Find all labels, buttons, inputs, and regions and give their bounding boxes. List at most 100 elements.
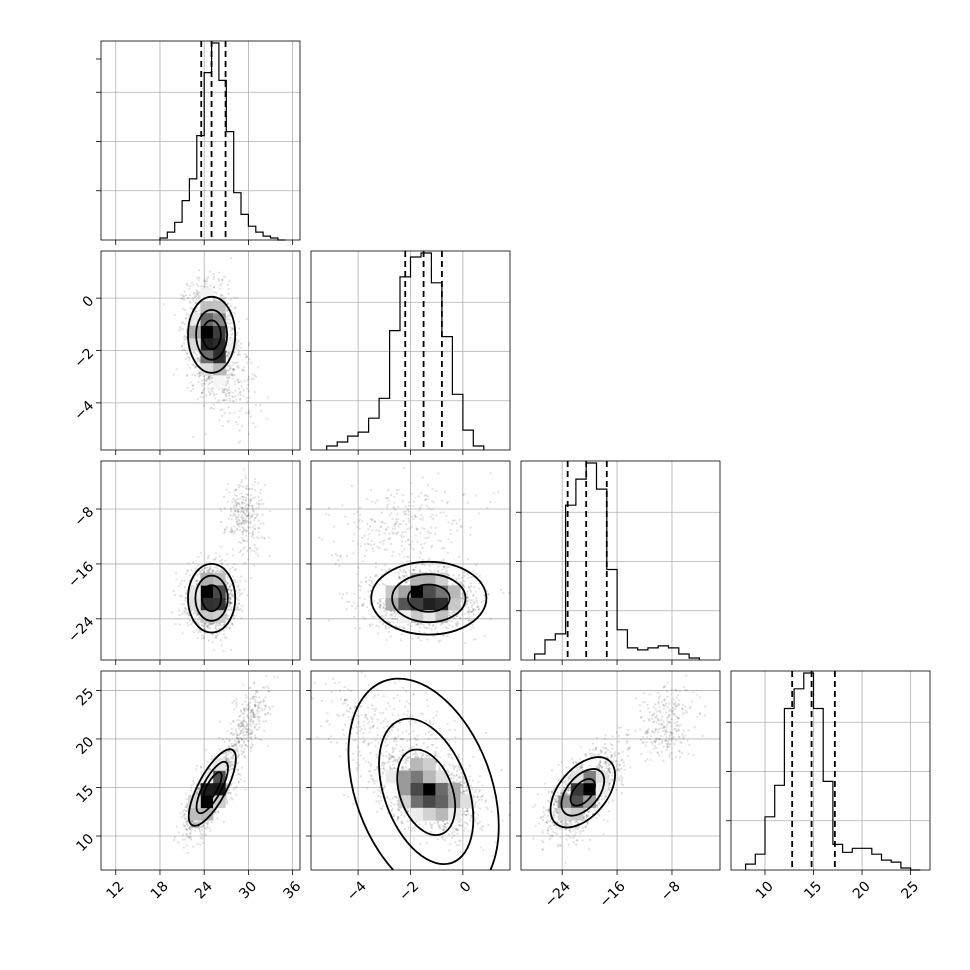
scatter-point bbox=[240, 380, 243, 383]
scatter-point bbox=[207, 554, 210, 558]
scatter-point bbox=[231, 327, 234, 330]
scatter-point bbox=[234, 306, 237, 309]
scatter-point bbox=[381, 623, 384, 626]
scatter-point bbox=[239, 528, 242, 532]
scatter-point bbox=[190, 569, 193, 572]
scatter-point bbox=[208, 622, 211, 625]
scatter-point bbox=[229, 367, 232, 370]
scatter-point bbox=[171, 611, 174, 614]
scatter-point bbox=[469, 628, 472, 631]
scatter-point bbox=[247, 514, 250, 517]
scatter-point bbox=[257, 527, 260, 530]
density-contour bbox=[194, 574, 229, 622]
scatter-point bbox=[255, 507, 258, 510]
scatter-point bbox=[226, 354, 229, 357]
scatter-point bbox=[237, 608, 241, 611]
scatter-point bbox=[205, 377, 208, 380]
scatter-point bbox=[475, 590, 478, 593]
scatter-point bbox=[197, 294, 200, 297]
scatter-point bbox=[473, 601, 476, 604]
scatter-point bbox=[197, 623, 201, 626]
scatter-point bbox=[186, 351, 189, 354]
scatter-point bbox=[257, 502, 260, 505]
scatter-point bbox=[466, 600, 469, 603]
scatter-point bbox=[221, 424, 224, 428]
scatter-point bbox=[211, 569, 214, 572]
scatter-point bbox=[382, 602, 385, 605]
scatter-point bbox=[238, 602, 241, 605]
scatter-point bbox=[228, 388, 231, 392]
scatter-point bbox=[191, 363, 194, 366]
scatter-point bbox=[468, 610, 471, 613]
scatter-point bbox=[229, 510, 232, 513]
scatter-point bbox=[184, 596, 187, 599]
scatter-point bbox=[241, 553, 244, 556]
scatter-point bbox=[472, 613, 475, 616]
scatter-point bbox=[483, 634, 486, 638]
scatter-point bbox=[183, 579, 186, 582]
scatter-point bbox=[384, 613, 387, 617]
density-cell bbox=[212, 375, 226, 389]
scatter-point bbox=[186, 621, 189, 624]
scatter-point bbox=[197, 381, 200, 384]
scatter-point bbox=[417, 635, 420, 639]
scatter-point bbox=[228, 377, 231, 380]
scatter-point bbox=[245, 387, 249, 390]
scatter-point bbox=[229, 514, 232, 517]
scatter-point bbox=[385, 611, 389, 614]
scatter-point bbox=[383, 610, 386, 613]
scatter-point bbox=[439, 639, 442, 642]
scatter-point bbox=[358, 627, 361, 630]
scatter-point bbox=[185, 313, 188, 316]
scatter-point bbox=[251, 531, 254, 535]
scatter-point bbox=[228, 399, 231, 403]
scatter-point bbox=[448, 614, 451, 617]
scatter-point bbox=[183, 611, 186, 615]
scatter-point bbox=[234, 499, 237, 502]
scatter-point bbox=[236, 585, 239, 589]
scatter-point bbox=[184, 591, 188, 595]
scatter-point bbox=[402, 568, 406, 572]
scatter-point bbox=[195, 354, 199, 357]
scatter-point bbox=[236, 501, 239, 505]
scatter-point bbox=[223, 391, 226, 394]
scatter-point bbox=[187, 356, 190, 359]
scatter-point bbox=[242, 529, 245, 532]
scatter-point bbox=[223, 531, 226, 534]
scatter-point bbox=[257, 495, 260, 498]
scatter-point bbox=[443, 567, 446, 570]
scatter-point bbox=[228, 322, 231, 325]
scatter-point bbox=[223, 495, 226, 498]
scatter-point bbox=[232, 368, 235, 371]
scatter-point bbox=[499, 588, 502, 592]
scatter-point bbox=[227, 354, 230, 357]
scatter-point bbox=[215, 392, 218, 396]
scatter-point bbox=[209, 378, 212, 381]
scatter-point bbox=[237, 602, 240, 606]
scatter-point bbox=[342, 593, 345, 596]
scatter-point bbox=[195, 293, 198, 296]
scatter-point bbox=[174, 623, 177, 626]
scatter-point bbox=[238, 522, 241, 525]
scatter-point bbox=[213, 393, 216, 397]
scatter-point bbox=[186, 284, 189, 287]
scatter-point bbox=[225, 318, 228, 321]
scatter-point bbox=[195, 283, 199, 286]
scatter-point bbox=[469, 590, 472, 593]
scatter-point bbox=[424, 571, 427, 574]
density-cell bbox=[200, 597, 214, 611]
scatter-point bbox=[177, 329, 181, 332]
scatter-point bbox=[369, 575, 372, 579]
scatter-point bbox=[198, 359, 201, 362]
scatter-point bbox=[228, 597, 231, 600]
scatter-point bbox=[446, 627, 449, 630]
scatter-point bbox=[246, 400, 249, 403]
scatter-point bbox=[257, 499, 261, 502]
scatter-point bbox=[240, 617, 243, 620]
scatter-point bbox=[213, 290, 216, 294]
scatter-point bbox=[245, 515, 248, 518]
scatter-point bbox=[224, 394, 227, 397]
scatter-point bbox=[233, 513, 236, 517]
scatter-point bbox=[221, 279, 224, 282]
scatter-point bbox=[267, 536, 271, 539]
